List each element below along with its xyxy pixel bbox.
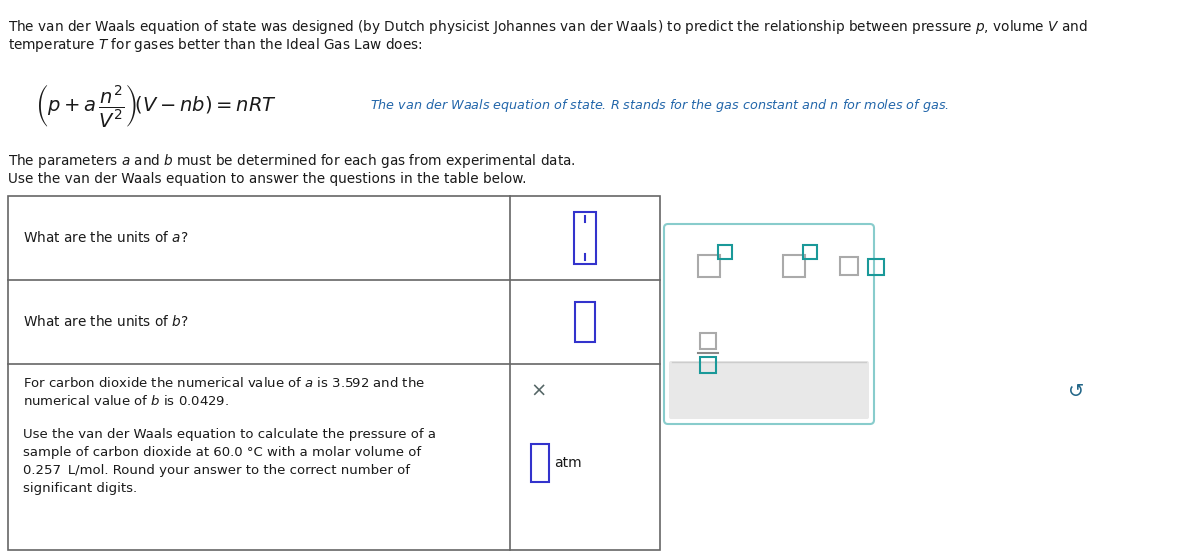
Text: sample of carbon dioxide at 60.0 °C with a molar volume of: sample of carbon dioxide at 60.0 °C with… [23,446,421,459]
Bar [698,255,720,277]
Text: What are the units of $a$?: What are the units of $a$? [23,231,188,246]
Text: Use the van der Waals equation to calculate the pressure of a: Use the van der Waals equation to calcul… [23,428,436,441]
Bar [718,245,732,259]
Text: x10: x10 [719,272,733,281]
FancyBboxPatch shape [670,361,869,419]
Text: ↺: ↺ [1068,381,1085,400]
Text: temperature $T$ for gases better than the Ideal Gas Law does:: temperature $T$ for gases better than th… [8,36,422,54]
Text: ·: · [862,257,866,275]
Text: The parameters $a$ and $b$ must be determined for each gas from experimental dat: The parameters $a$ and $b$ must be deter… [8,152,576,170]
Text: numerical value of $b$ is 0.0429.: numerical value of $b$ is 0.0429. [23,394,229,408]
Bar [575,302,595,342]
Text: ×: × [530,381,546,400]
Bar [700,357,716,373]
Text: For carbon dioxide the numerical value of $a$ is 3.592 and the: For carbon dioxide the numerical value o… [23,376,425,390]
Bar [700,333,716,349]
Bar [803,245,817,259]
Text: The van der Waals equation of state was designed (by Dutch physicist Johannes va: The van der Waals equation of state was … [8,18,1087,36]
Bar [530,444,550,482]
FancyBboxPatch shape [664,224,874,424]
Text: Use the van der Waals equation to answer the questions in the table below.: Use the van der Waals equation to answer… [8,172,527,186]
Bar [840,257,858,275]
Bar [574,212,596,264]
Text: atm: atm [554,456,582,470]
Bar [8,196,660,550]
Text: $\left(p+a\,\dfrac{n^{2}}{V^{2}}\right)\!\left(V-nb\right)=nRT$: $\left(p+a\,\dfrac{n^{2}}{V^{2}}\right)\… [35,82,277,128]
Bar [784,255,805,277]
Text: 0.257  L/mol. Round your answer to the correct number of: 0.257 L/mol. Round your answer to the co… [23,464,410,477]
Text: significant digits.: significant digits. [23,482,137,495]
Text: The van der Waals equation of state. $R$ stands for the gas constant and $n$ for: The van der Waals equation of state. $R$… [370,97,949,113]
Bar [868,259,884,275]
Text: What are the units of $b$?: What are the units of $b$? [23,315,188,330]
